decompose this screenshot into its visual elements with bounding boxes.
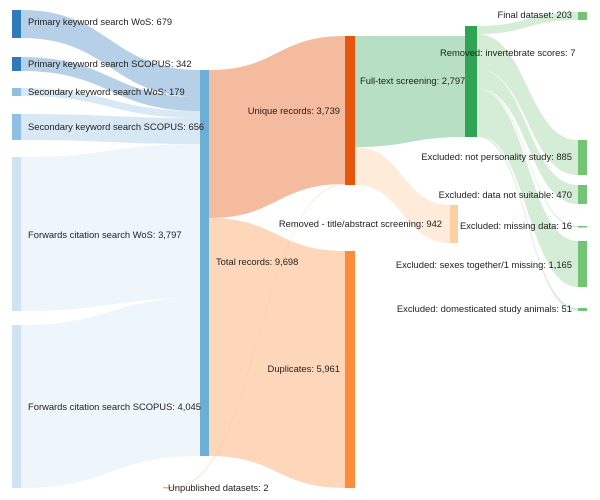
node-final	[578, 12, 587, 20]
label-final: Final dataset: 203	[497, 9, 572, 20]
sankey-nodes	[12, 10, 587, 489]
label-fulltext: Full-text screening: 2,797	[360, 75, 465, 86]
link-removed_inv-to-excl_sex	[477, 89, 578, 287]
label-excl-dom: Excluded: domesticated study animals: 51	[397, 303, 572, 314]
node-unpublished	[163, 487, 172, 489]
label-removed-inv: Removed: invertebrate scores: 7	[440, 47, 575, 58]
node-unique	[345, 36, 355, 185]
link-unpublished-to-unique	[172, 184, 345, 489]
link-total-to-duplicates	[209, 218, 345, 488]
node-removed-ta	[450, 205, 458, 243]
label-removed-ta: Removed - title/abstract screening: 942	[279, 218, 442, 229]
node-excl-miss	[578, 226, 587, 228]
label-fc-wos: Forwards citation search WoS: 3,797	[28, 229, 182, 240]
node-excl-sex	[578, 241, 587, 287]
node-fc-wos	[12, 157, 21, 311]
label-excl-sex: Excluded: sexes together/1 missing: 1,16…	[396, 259, 572, 270]
node-total	[200, 70, 209, 456]
node-pk-scopus	[12, 57, 21, 71]
sankey-links	[21, 10, 578, 489]
link-unique-to-fulltext	[355, 36, 465, 147]
node-sk-wos	[12, 88, 21, 96]
label-sk-wos: Secondary keyword search WoS: 179	[28, 86, 185, 97]
node-fulltext	[465, 26, 475, 137]
link-unique-to-removed_ta	[355, 147, 450, 243]
label-total: Total records: 9,698	[216, 256, 298, 267]
node-excl-pers	[578, 140, 587, 175]
node-removed-inv	[475, 26, 477, 137]
link-fc_scopus-to-total	[21, 298, 200, 488]
link-pk_wos-to-total	[21, 10, 200, 97]
sankey-labels: Primary keyword search WoS: 679 Primary k…	[28, 9, 575, 493]
node-pk-wos	[12, 10, 21, 38]
link-removed_inv-to-excl_pers	[477, 34, 578, 175]
label-unpublished: Unpublished datasets: 2	[168, 482, 269, 493]
label-unique: Unique records: 3,739	[248, 105, 340, 116]
link-sk_scopus-to-total	[21, 114, 200, 144]
label-excl-miss: Excluded: missing data: 16	[460, 220, 572, 231]
node-fc-scopus	[12, 325, 21, 488]
label-excl-pers: Excluded: not personality study: 885	[421, 151, 572, 162]
label-fc-scopus: Forwards citation search SCOPUS: 4,045	[28, 401, 201, 412]
node-sk-scopus	[12, 114, 21, 140]
label-excl-suit: Excluded: data not suitable: 470	[439, 189, 572, 200]
link-removed_inv-to-excl_miss	[477, 88, 578, 228]
link-pk_scopus-to-total	[21, 57, 200, 111]
label-pk-scopus: Primary keyword search SCOPUS: 342	[28, 58, 192, 69]
link-sk_wos-to-total	[21, 88, 200, 118]
node-excl-suit	[578, 185, 587, 204]
node-excl-dom	[578, 308, 587, 311]
link-removed_inv-to-excl_dom	[477, 135, 578, 311]
link-total-to-unique	[209, 36, 345, 218]
node-duplicates	[345, 251, 355, 488]
link-fc_wos-to-total	[21, 144, 200, 311]
label-duplicates: Duplicates: 5,961	[268, 363, 340, 374]
label-sk-scopus: Secondary keyword search SCOPUS: 656	[28, 121, 204, 132]
label-pk-wos: Primary keyword search WoS: 679	[28, 16, 172, 27]
link-removed_inv-to-final	[477, 12, 578, 34]
link-removed_inv-to-excl_suit	[477, 69, 578, 204]
